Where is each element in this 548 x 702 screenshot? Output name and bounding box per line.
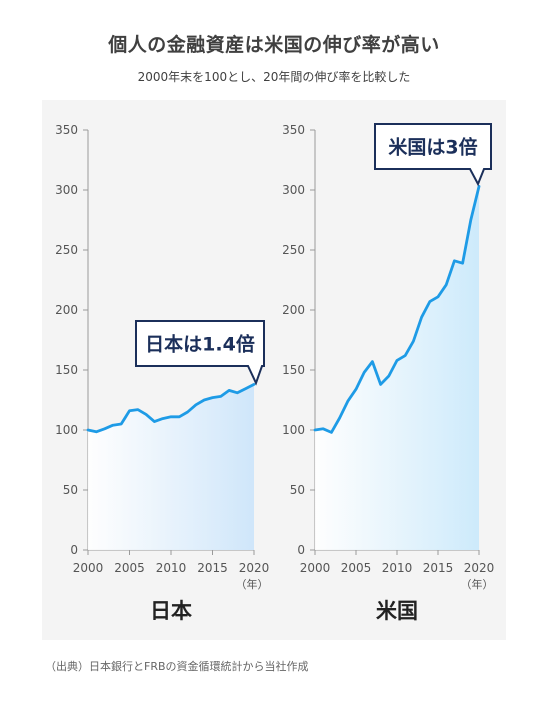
chart-name: 米国 [376, 599, 418, 623]
y-tick-label: 50 [290, 483, 305, 497]
series-area [315, 186, 479, 550]
chart-title: 個人の金融資産は米国の伸び率が高い [108, 34, 440, 56]
y-tick-label: 300 [282, 183, 305, 197]
y-tick-label: 150 [282, 363, 305, 377]
y-tick-label: 350 [55, 123, 78, 137]
x-unit-label: （年） [236, 577, 269, 591]
y-tick-label: 150 [55, 363, 78, 377]
callout-box [135, 320, 265, 386]
chart-name: 日本 [150, 599, 192, 623]
x-tick-label: 2015 [423, 561, 454, 575]
series-line [86, 383, 256, 434]
y-tick-label: 100 [55, 423, 78, 437]
x-tick-label: 2020 [239, 561, 270, 575]
chart-0: 0 50 100 150 200 250 300 350 2000 2005 2010 2015 202… [55, 123, 269, 623]
y-tick-label: 50 [63, 483, 78, 497]
x-tick-label: 2005 [114, 561, 145, 575]
x-unit-label: （年） [461, 577, 494, 591]
y-tick-label: 350 [282, 123, 305, 137]
y-tick-label: 200 [282, 303, 305, 317]
source-note: （出典）日本銀行とFRBの資金循環統計から当社作成 [45, 660, 309, 673]
x-tick-label: 2000 [73, 561, 104, 575]
x-tick-label: 2020 [464, 561, 495, 575]
x-tick-label: 2005 [341, 561, 372, 575]
chart-1: 0 50 100 150 200 250 300 350 2000 2005 2010 2015 202… [282, 123, 494, 623]
series-area [88, 384, 254, 550]
y-tick-label: 250 [55, 243, 78, 257]
series-line [313, 185, 481, 434]
x-tick-label: 2010 [156, 561, 187, 575]
y-tick-label: 100 [282, 423, 305, 437]
y-tick-label: 200 [55, 303, 78, 317]
x-tick-label: 2010 [382, 561, 413, 575]
x-tick-label: 2015 [197, 561, 228, 575]
x-tick-label: 2000 [300, 561, 331, 575]
y-tick-label: 300 [55, 183, 78, 197]
chart-subtitle: 2000年末を100とし、20年間の伸び率を比較した [137, 70, 411, 84]
y-tick-label: 250 [282, 243, 305, 257]
callout-text: 日本は1.4倍 [145, 333, 255, 356]
charts-panel: 0 50 100 150 200 250 300 350 2000 2005 2010 2015 202… [42, 100, 506, 640]
y-tick-label: 0 [297, 543, 305, 557]
callout-box [374, 123, 492, 187]
callout-text: 米国は3倍 [388, 136, 477, 159]
y-tick-label: 0 [70, 543, 78, 557]
